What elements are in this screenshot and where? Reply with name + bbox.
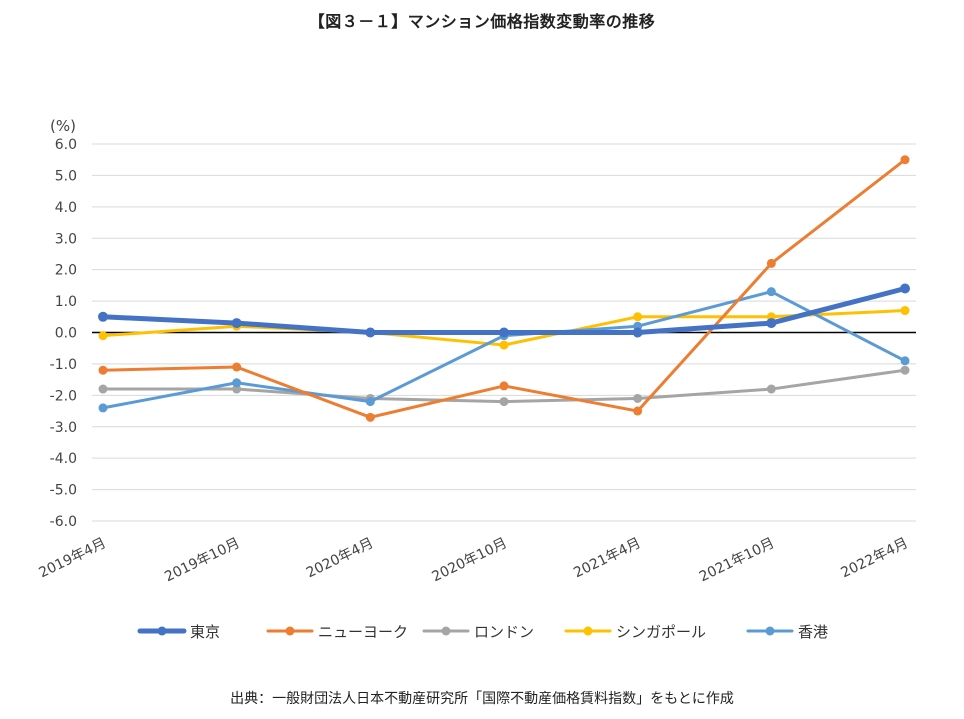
data-point <box>766 258 776 268</box>
series-lines <box>98 155 910 422</box>
data-point <box>98 403 108 413</box>
data-point <box>766 318 777 329</box>
legend-item: 香港 <box>746 623 828 641</box>
legend-swatch-marker <box>157 626 167 636</box>
legend-item: ロンドン <box>422 623 534 641</box>
series-香港 <box>98 287 910 413</box>
x-axis-ticks: 2019年4月 2019年10月 2020年4月 2020年10月 2021年4月 202… <box>37 535 911 585</box>
legend-swatch-marker <box>583 626 593 636</box>
line-chart: 6.0 5.0 4.0 3.0 2.0 1.0 0.0 -1.0 -2.0 -3.0 -4.0 -5.… <box>37 117 916 641</box>
y-tick-label: -5.0 <box>50 483 77 499</box>
x-tick-label: 2021年4月 <box>571 535 643 581</box>
y-tick-label: 3.0 <box>55 231 77 247</box>
legend-label: シンガポール <box>616 623 706 641</box>
legend: 東京 ニューヨーク ロンドン シンガポール 香港 <box>137 623 828 641</box>
y-tick-label: -6.0 <box>50 514 77 530</box>
legend-label: 香港 <box>798 623 828 641</box>
y-tick-label: -4.0 <box>50 451 77 467</box>
data-point <box>365 412 375 422</box>
data-point <box>900 365 910 375</box>
data-point <box>766 287 776 297</box>
data-point <box>499 327 509 338</box>
y-axis-ticks: 6.0 5.0 4.0 3.0 2.0 1.0 0.0 -1.0 -2.0 -3.0 -4.0 -5.… <box>50 137 77 530</box>
series-ロンドン <box>98 365 910 407</box>
legend-item: シンガポール <box>564 623 706 641</box>
data-point <box>98 365 108 375</box>
data-point <box>633 312 643 322</box>
data-point <box>232 384 242 394</box>
y-tick-label: 5.0 <box>55 168 77 184</box>
series-line <box>101 158 907 419</box>
x-tick-label: 2022年4月 <box>839 535 911 581</box>
y-tick-label: -2.0 <box>50 388 77 404</box>
data-point <box>499 381 509 391</box>
x-tick-label: 2020年10月 <box>430 535 510 585</box>
x-tick-label: 2020年4月 <box>304 535 376 581</box>
series-東京 <box>98 283 910 338</box>
data-point <box>365 397 375 407</box>
data-point <box>231 318 242 329</box>
grid-lines <box>92 143 916 522</box>
data-point <box>900 306 910 316</box>
data-point <box>633 406 643 416</box>
data-point <box>632 327 643 338</box>
data-point <box>232 362 242 372</box>
y-tick-label: -1.0 <box>50 357 77 373</box>
legend-swatch-marker <box>765 626 775 636</box>
data-point <box>499 397 509 407</box>
legend-label: ニューヨーク <box>318 623 408 641</box>
data-point <box>766 384 776 394</box>
y-tick-label: 2.0 <box>55 263 77 279</box>
x-tick-label: 2019年10月 <box>162 535 242 585</box>
legend-label: ロンドン <box>474 623 534 641</box>
data-point <box>98 331 108 341</box>
series-ニューヨーク <box>98 155 910 422</box>
data-point <box>499 340 509 350</box>
chart-title: 【図３－１】マンション価格指数変動率の推移 <box>308 12 656 31</box>
data-point <box>900 283 910 294</box>
y-tick-label: 6.0 <box>55 137 77 153</box>
x-tick-label: 2021年10月 <box>697 535 777 585</box>
data-point <box>98 311 108 322</box>
data-point <box>900 155 910 165</box>
data-point <box>633 393 643 403</box>
source-note: 出典：一般財団法人日本不動産研究所「国際不動産価格賃料指数」をもとに作成 <box>230 691 734 707</box>
data-point <box>232 378 242 388</box>
legend-swatch-marker <box>285 626 295 636</box>
y-axis-unit-label: (%) <box>50 117 76 135</box>
x-tick-label: 2019年4月 <box>37 535 109 581</box>
y-tick-label: 0.0 <box>55 326 77 342</box>
data-point <box>365 327 376 338</box>
data-point <box>98 384 108 394</box>
y-tick-label: 1.0 <box>55 294 77 310</box>
data-point <box>900 356 910 366</box>
legend-swatch-marker <box>441 626 451 636</box>
legend-label: 東京 <box>190 623 220 641</box>
legend-item: ニューヨーク <box>266 623 408 641</box>
y-tick-label: -3.0 <box>50 420 77 436</box>
y-tick-label: 4.0 <box>55 200 77 216</box>
legend-item: 東京 <box>137 623 220 641</box>
